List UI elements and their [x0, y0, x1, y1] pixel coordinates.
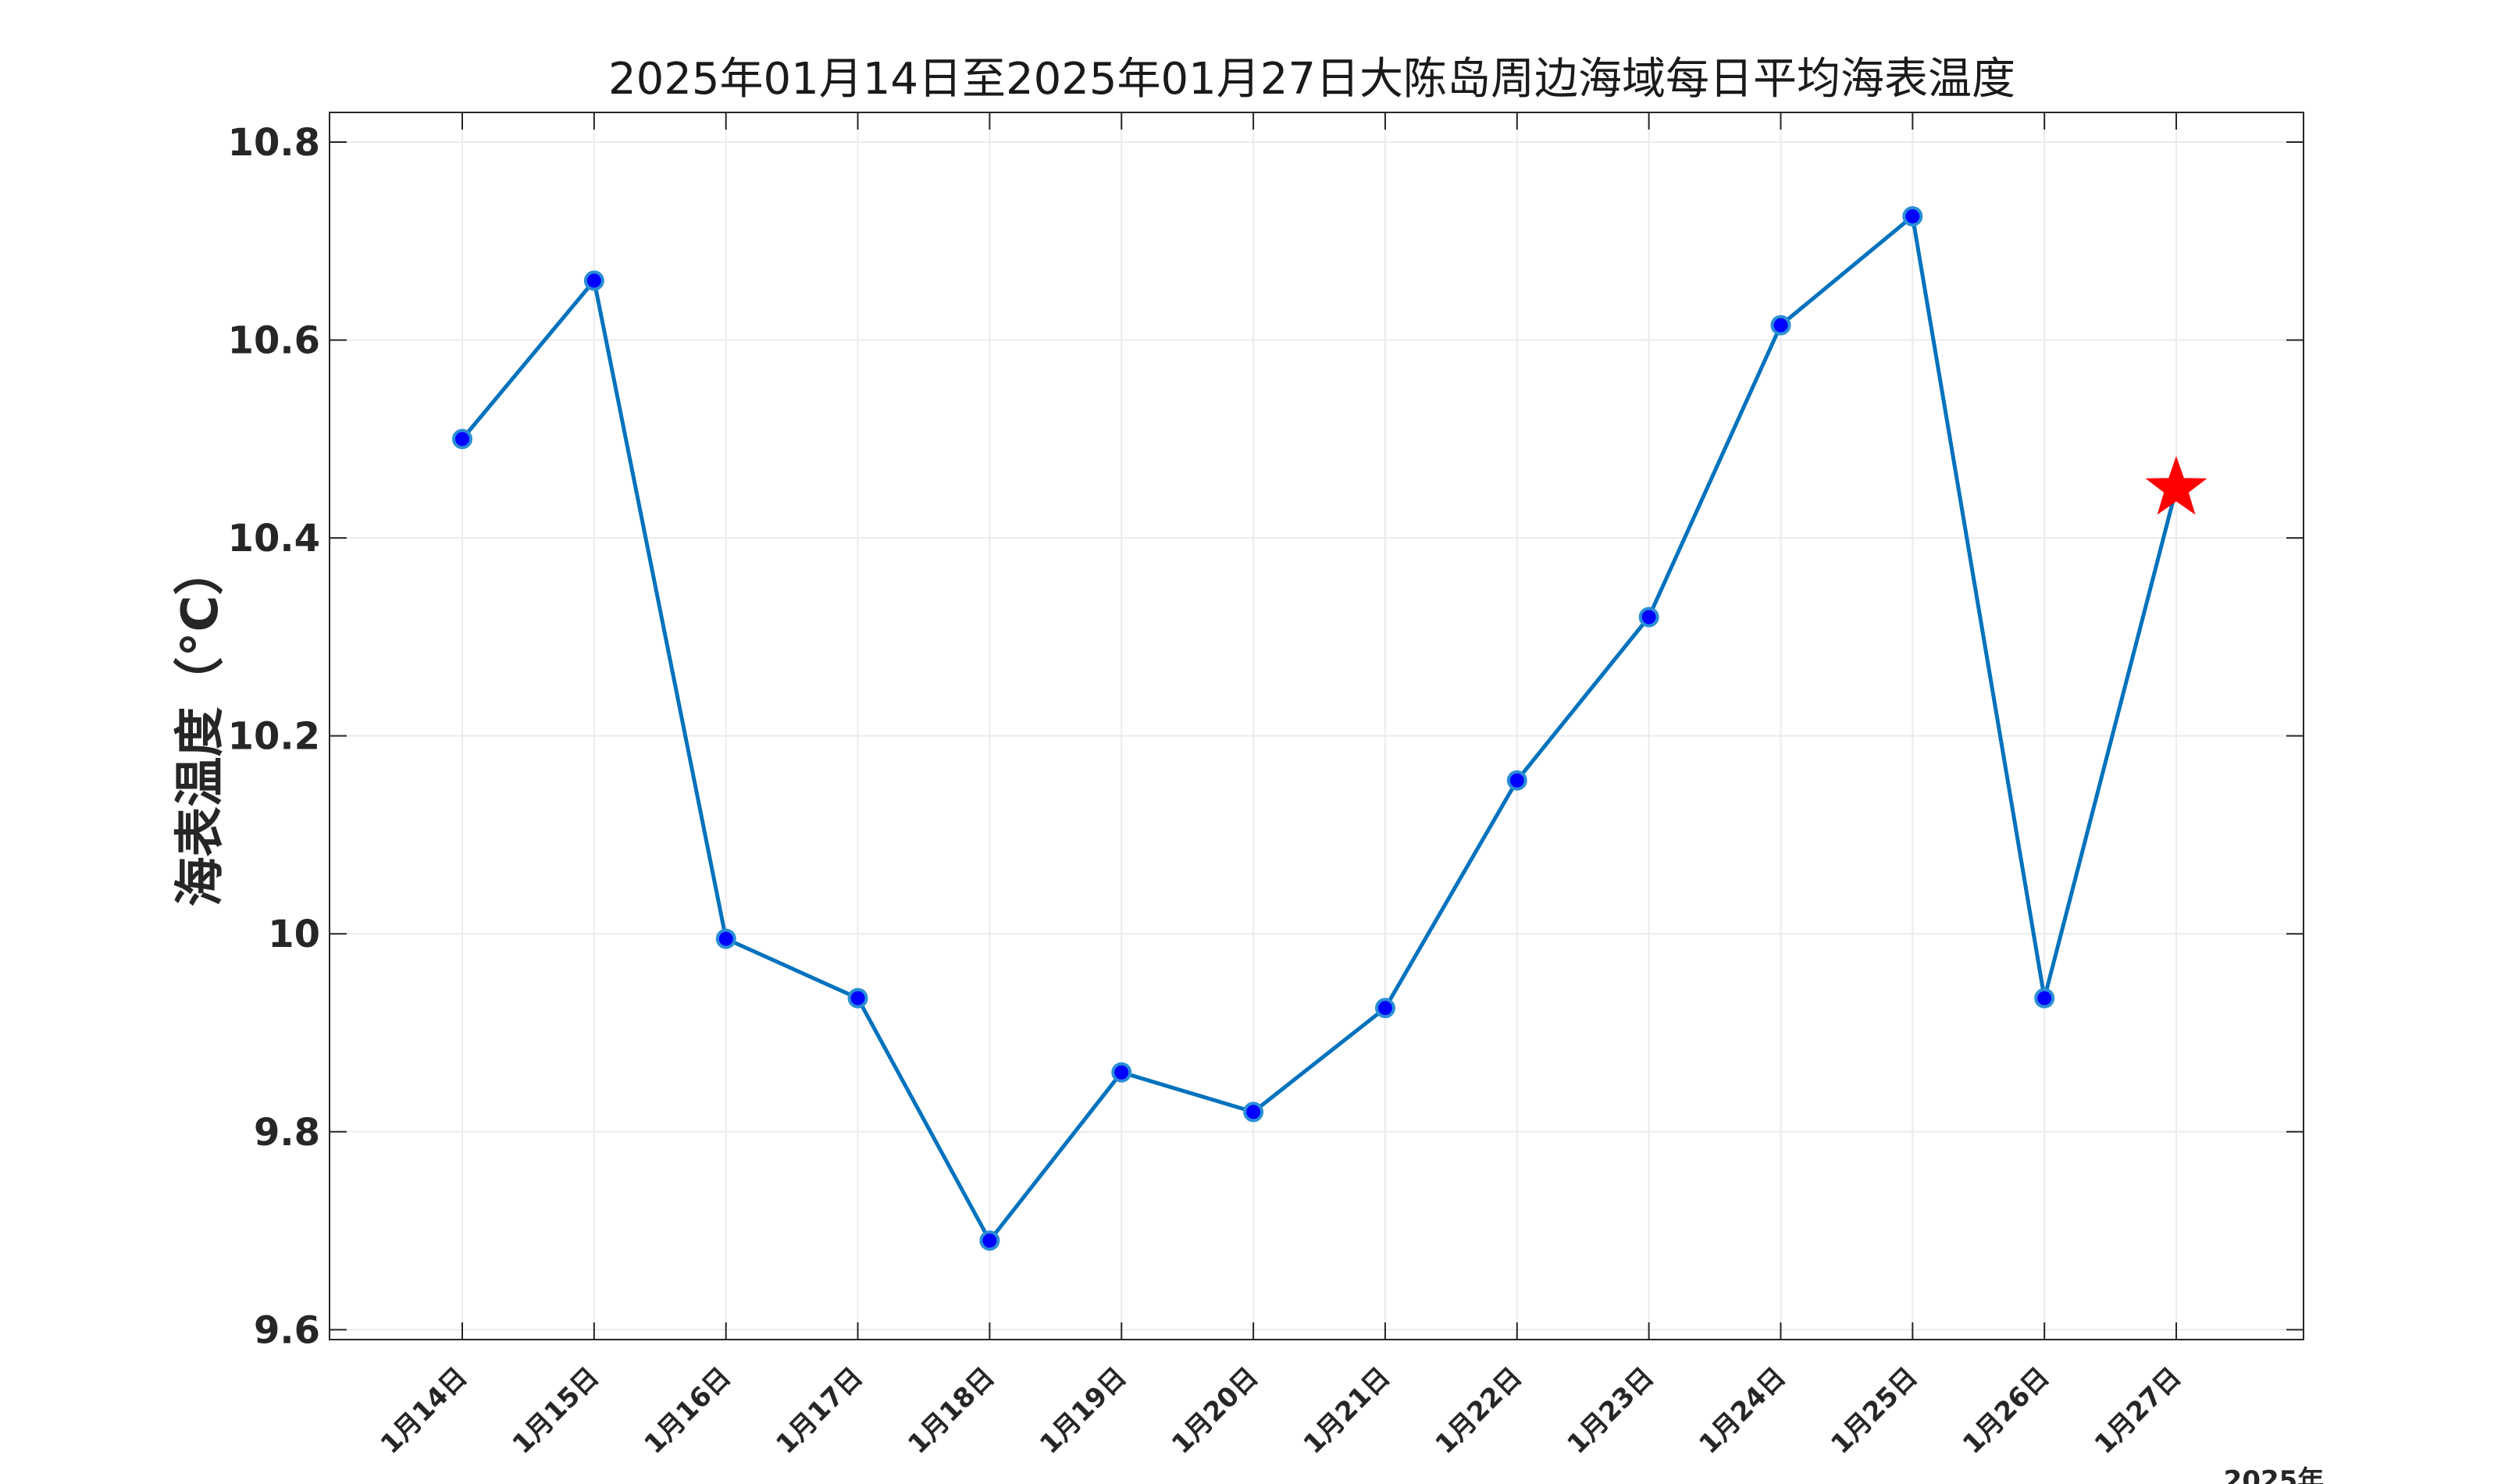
- y-tick-label: 10.2: [228, 715, 320, 759]
- data-point: [2034, 988, 2055, 1009]
- data-point: [847, 988, 868, 1009]
- grid-lines: [330, 112, 2304, 1340]
- plot-area: [329, 112, 2304, 1340]
- y-tick-label: 9.6: [254, 1308, 320, 1352]
- data-point: [1374, 998, 1395, 1019]
- data-point: [1506, 770, 1527, 791]
- y-tick-label: 10.8: [228, 121, 320, 165]
- data-point: [979, 1230, 1000, 1251]
- series-sea-surface-temperature: [452, 206, 2207, 1251]
- data-point: [1638, 607, 1659, 628]
- y-tick-label: 10.6: [228, 319, 320, 363]
- data-point: [1770, 315, 1791, 336]
- y-axis-tick-labels: 9.6 9.8 10 10.2 10.4 10.6 10.8: [228, 121, 320, 1352]
- series-line: [461, 214, 2179, 1243]
- y-axis-label: 海表温度（°C）: [172, 546, 230, 907]
- data-point: [715, 928, 736, 949]
- data-point: [452, 429, 472, 450]
- year-label: 2025年: [2224, 1465, 2325, 1484]
- y-tick-label: 10.4: [228, 517, 320, 561]
- highlight-star-point: [2145, 456, 2207, 515]
- data-point: [1243, 1101, 1264, 1123]
- data-point: [1902, 206, 1923, 227]
- chart-title: 2025年01月14日至2025年01月27日大陈岛周边海域每日平均海表温度: [608, 54, 2015, 105]
- data-point: [1111, 1062, 1132, 1083]
- y-tick-label: 9.8: [254, 1111, 320, 1155]
- y-tick-label: 10: [268, 913, 320, 956]
- axis-ticks: [330, 112, 2304, 1340]
- data-point: [583, 270, 604, 291]
